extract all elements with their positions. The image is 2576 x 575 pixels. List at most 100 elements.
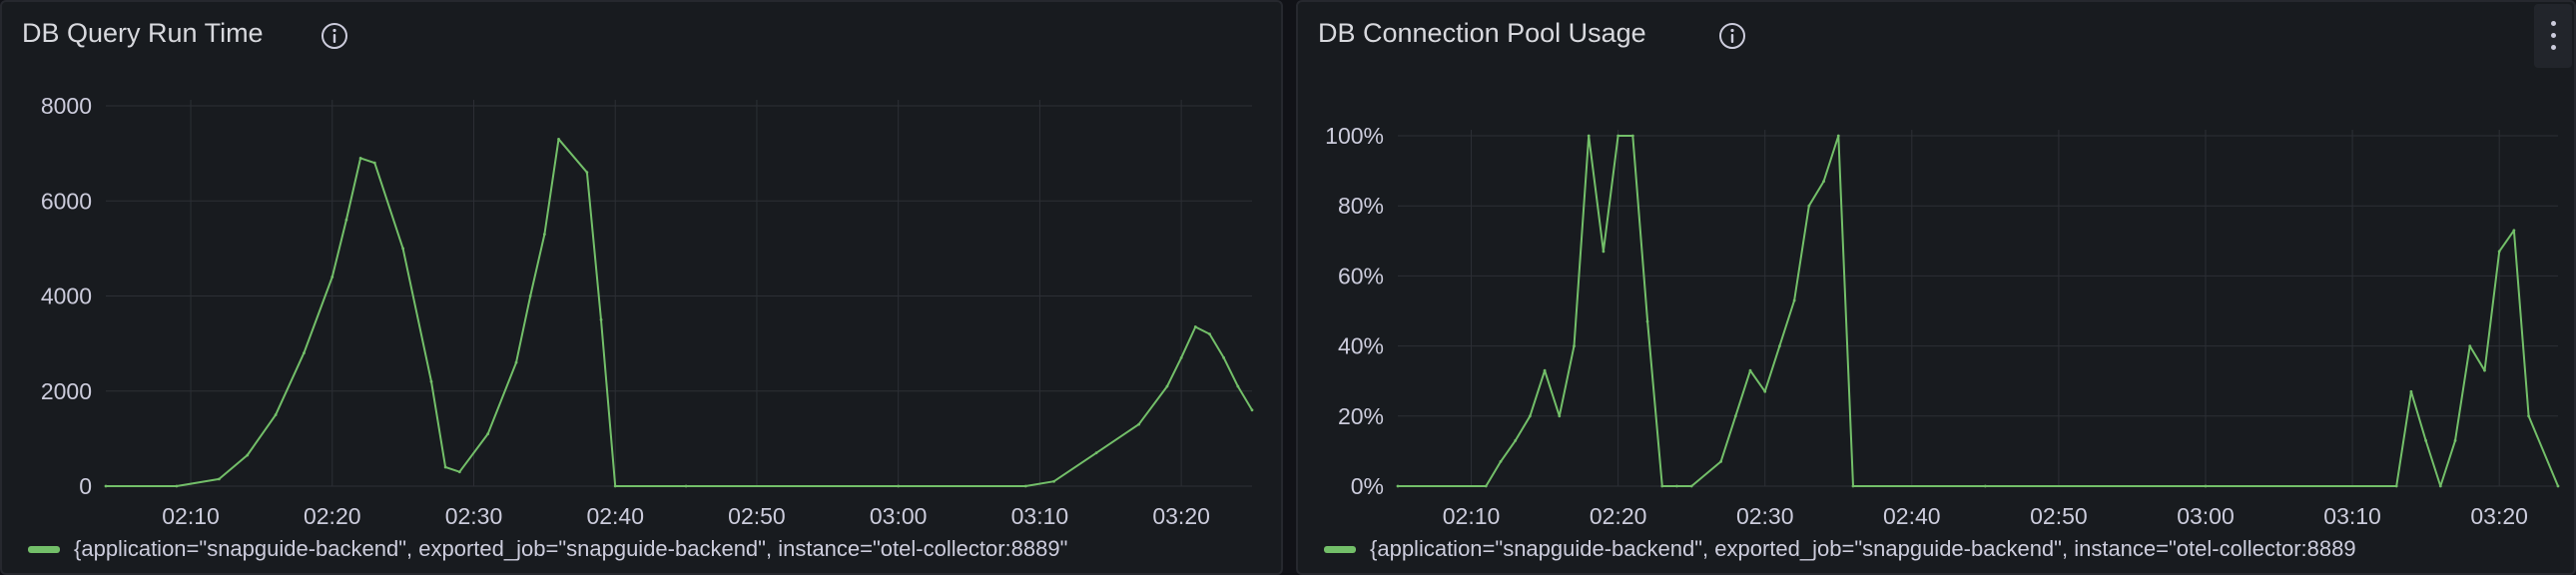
data-point [1396, 484, 1400, 488]
info-circle-icon[interactable] [1717, 21, 1747, 51]
data-point [2204, 484, 2208, 488]
data-point [542, 233, 546, 236]
data-point [2468, 344, 2472, 347]
data-point [1165, 384, 1169, 388]
y-tick-label: 6000 [41, 188, 92, 214]
x-tick-label: 03:00 [870, 503, 928, 529]
data-point [1499, 460, 1503, 463]
x-tick-label: 02:50 [2030, 503, 2088, 529]
data-point [1602, 250, 1606, 254]
x-tick-label: 03:10 [1011, 503, 1069, 529]
y-tick-label: 100% [1325, 123, 1384, 149]
data-point [1587, 134, 1591, 138]
x-tick-label: 02:30 [1736, 503, 1794, 529]
x-tick-label: 02:50 [728, 503, 786, 529]
data-point [1236, 384, 1240, 388]
data-point [1836, 134, 1840, 138]
data-point [443, 465, 447, 469]
data-point [2438, 484, 2442, 488]
legend-label: {application="snapguide-backend", export… [74, 536, 1068, 562]
x-tick-label: 03:20 [2470, 503, 2528, 529]
data-point [2409, 389, 2413, 393]
data-point [2453, 438, 2457, 442]
data-point [1528, 414, 1532, 418]
data-point [1748, 368, 1752, 372]
data-point [1778, 344, 1781, 347]
data-point [585, 171, 589, 175]
db-query-run-time-panel: DB Query Run Time 0 2000 4000 6000 8000 02:10… [0, 0, 1283, 575]
data-point [429, 379, 433, 383]
data-point [401, 247, 405, 251]
grid [106, 100, 1252, 487]
y-tick-label: 80% [1338, 193, 1384, 219]
y-tick-label: 2000 [41, 378, 92, 404]
x-tick-label: 03:00 [2177, 503, 2235, 529]
data-point [557, 137, 560, 141]
data-point [1763, 389, 1767, 393]
data-point [1645, 319, 1649, 323]
data-point [2497, 250, 2501, 254]
x-tick-label: 03:10 [2323, 503, 2381, 529]
y-tick-label: 60% [1338, 263, 1384, 288]
menu-dot [2551, 21, 2556, 26]
chart-legend[interactable]: {application="snapguide-backend", export… [28, 535, 1067, 565]
y-tick-label: 8000 [41, 93, 92, 119]
panel-menu-button[interactable] [2534, 4, 2572, 68]
data-point [2483, 368, 2486, 372]
data-point [1514, 438, 1518, 442]
panel-title: DB Query Run Time [22, 18, 264, 48]
data-point [1208, 332, 1211, 335]
data-point [274, 413, 278, 416]
panel-header[interactable]: DB Connection Pool Usage [1298, 2, 2574, 72]
data-point [1675, 484, 1678, 488]
data-point [1179, 356, 1183, 359]
info-circle-icon[interactable] [320, 21, 349, 51]
data-point [1484, 484, 1488, 488]
data-point [1573, 344, 1576, 347]
panel-header[interactable]: DB Query Run Time [2, 2, 1281, 72]
data-point [613, 484, 617, 488]
data-point [1719, 460, 1722, 463]
data-point [897, 484, 901, 488]
legend-swatch [1324, 545, 1356, 553]
menu-dot [2551, 45, 2556, 50]
data-point [2424, 438, 2428, 442]
data-point [1733, 414, 1737, 418]
panel-title: DB Connection Pool Usage [1318, 18, 1646, 48]
x-tick-label: 02:10 [1443, 503, 1501, 529]
y-tick-label: 0 [79, 473, 92, 499]
y-tick-label: 40% [1338, 333, 1384, 359]
data-point [2527, 414, 2530, 418]
data-point [1983, 484, 1987, 488]
data-point [514, 360, 518, 364]
data-point [1851, 484, 1855, 488]
connection-pool-chart[interactable]: 0% 20% 40% 60% 80% 100% 02:10 02:20 02:30 02:40 02… [1298, 2, 2576, 575]
x-tick-label: 02:30 [445, 503, 503, 529]
y-tick-label: 0% [1351, 473, 1384, 499]
legend-swatch [28, 545, 60, 553]
query-run-time-chart[interactable]: 0 2000 4000 6000 8000 02:10 02:20 02:30 02:40 02:… [2, 2, 1283, 575]
data-point [1689, 484, 1693, 488]
data-point [1558, 414, 1562, 418]
data-point [528, 294, 532, 297]
data-point [344, 218, 348, 222]
data-point [1137, 422, 1141, 426]
data-point [330, 276, 334, 279]
chart-legend[interactable]: {application="snapguide-backend", export… [1324, 535, 2356, 565]
series-line [1398, 135, 2559, 487]
x-tick-label: 02:40 [586, 503, 644, 529]
data-point [1094, 451, 1098, 455]
data-point [246, 453, 250, 457]
data-point [1023, 484, 1027, 488]
grid [1398, 130, 2558, 487]
data-point [1822, 180, 1825, 184]
x-tick-label: 02:40 [1883, 503, 1941, 529]
data-point [104, 484, 108, 488]
data-point [358, 156, 362, 160]
data-point [175, 484, 179, 488]
y-tick-label: 20% [1338, 403, 1384, 429]
legend-label: {application="snapguide-backend", export… [1370, 536, 2356, 562]
x-tick-label: 02:20 [304, 503, 361, 529]
x-tick-label: 02:10 [162, 503, 220, 529]
data-point [457, 470, 461, 474]
